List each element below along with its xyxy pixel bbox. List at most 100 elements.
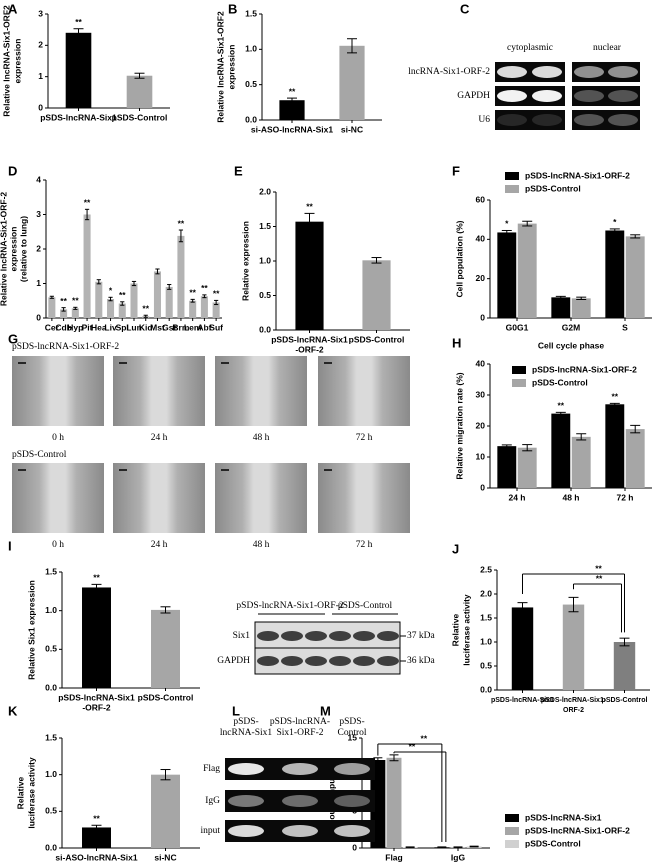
- blot-band: [257, 656, 279, 666]
- bar: [165, 286, 173, 318]
- bar: [60, 309, 68, 318]
- micrograph: [318, 463, 410, 533]
- gel-band: [282, 763, 318, 775]
- y-tick-label: 0: [480, 312, 485, 322]
- y-tick-label: 3: [36, 209, 41, 219]
- significance-label: **: [189, 288, 196, 298]
- x-tick-label: 24 h: [508, 492, 525, 502]
- bar: [189, 300, 197, 318]
- x-axis-label: Cell cycle phase: [538, 340, 604, 350]
- x-tick-label: Liv: [104, 322, 117, 332]
- x-tick-label: pSDS-lncRNA-Six1-: [541, 697, 607, 704]
- bracket-label: **: [596, 573, 603, 583]
- micrograph: [318, 356, 410, 426]
- y-axis-label: luciferase activity: [26, 757, 36, 829]
- y-tick-label: 40: [476, 234, 486, 244]
- gel-band: [282, 795, 318, 807]
- gel-strip: [225, 790, 375, 812]
- column-label: lncRNA-Six1: [220, 728, 273, 738]
- gel-band: [334, 795, 370, 807]
- y-tick-label: 0.5: [259, 290, 271, 300]
- bar: [48, 297, 56, 318]
- bar: [82, 587, 111, 688]
- y-tick-label: 2: [38, 40, 43, 50]
- y-axis-label: expression: [12, 39, 22, 84]
- x-tick-label: ORF-2: [563, 707, 584, 714]
- blot-band: [353, 631, 375, 641]
- bar: [107, 299, 115, 318]
- x-tick-label: pSDS-lncRNA-Six1: [491, 697, 554, 704]
- bar: [625, 429, 645, 488]
- significance-label: **: [557, 401, 564, 411]
- x-tick-label: Hyp: [67, 322, 83, 332]
- size-label: 36 kDa: [407, 656, 435, 666]
- legend-label: pSDS-lncRNA-Six1-ORF-2: [532, 364, 637, 374]
- y-tick-label: 0.5: [245, 79, 257, 89]
- micrograph: [215, 463, 307, 533]
- y-tick-label: 1: [36, 278, 41, 288]
- x-tick-label: Gst: [162, 322, 176, 332]
- gel-band: [608, 114, 638, 126]
- bar: [82, 827, 111, 848]
- panel-letter: B: [228, 1, 237, 16]
- significance-label: **: [201, 283, 208, 293]
- x-tick-label: Pit: [82, 322, 93, 332]
- y-tick-label: 15: [348, 732, 358, 742]
- column-label: cytoplasmic: [507, 43, 553, 53]
- blot-band: [281, 656, 303, 666]
- column-label: pSDS-Control: [338, 601, 393, 611]
- legend-label: pSDS-lncRNA-Six1: [525, 812, 602, 822]
- row-label: GAPDH: [217, 656, 250, 666]
- y-axis-label: Relative lncRNA-Six1-ORF2: [215, 11, 225, 123]
- blot-band: [305, 631, 327, 641]
- row-label: U6: [478, 115, 490, 125]
- y-tick-label: 20: [476, 420, 486, 430]
- legend-swatch: [505, 814, 519, 822]
- panel-letter: D: [8, 163, 17, 178]
- column-label: Control: [337, 728, 366, 738]
- panel-letter: G: [8, 331, 18, 346]
- significance-label: **: [289, 86, 296, 96]
- x-tick-label: 48 h: [562, 492, 579, 502]
- y-tick-label: 0.0: [45, 842, 57, 852]
- row-label: IgG: [205, 796, 220, 806]
- significance-label: **: [178, 218, 185, 228]
- y-axis-label: Relative: [15, 776, 25, 809]
- legend-swatch: [505, 172, 519, 180]
- gel-band: [574, 114, 604, 126]
- panel-letter: J: [452, 541, 459, 556]
- bar: [200, 296, 208, 318]
- y-axis-label: Relative: [450, 613, 460, 646]
- x-tick-label: Lem: [184, 322, 202, 332]
- legend-swatch: [505, 840, 519, 848]
- gel-strip: [495, 110, 565, 130]
- significance-label: **: [213, 289, 220, 299]
- y-tick-label: 0.5: [45, 806, 57, 816]
- column-label: pSDS-lncRNA-: [270, 717, 330, 727]
- significance-label: **: [75, 17, 82, 27]
- significance-label: *: [109, 286, 113, 296]
- y-tick-label: 0.5: [45, 644, 57, 654]
- y-axis-label: Cell population (%): [454, 220, 464, 297]
- bar: [83, 214, 91, 318]
- x-tick-label: IgG: [451, 852, 466, 862]
- x-tick-label: pSDS-lncRNA-Six1: [271, 334, 348, 344]
- bar: [571, 298, 591, 318]
- x-tick-label: pSDS-lncRNA-Six1: [40, 112, 117, 122]
- x-tick-label: si-ASO-lncRNA-Six1: [55, 852, 137, 862]
- x-tick-label: si-NC: [154, 852, 176, 862]
- y-axis-label: Relative migration rate (%): [454, 372, 464, 479]
- y-tick-label: 10: [476, 451, 486, 461]
- row-label: input: [200, 826, 220, 836]
- column-label: pSDS-: [339, 717, 364, 727]
- x-tick-label: Abf: [197, 322, 211, 332]
- x-tick-label: pSDS-Control: [112, 112, 168, 122]
- time-label: 0 h: [52, 433, 64, 443]
- y-tick-label: 4: [36, 174, 41, 184]
- y-tick-label: 2.5: [480, 564, 492, 574]
- bar: [571, 436, 591, 488]
- size-label: 37 kDa: [407, 631, 435, 641]
- y-tick-label: 1.0: [259, 255, 271, 265]
- panel-letter: F: [452, 163, 460, 178]
- y-tick-label: 1.0: [480, 636, 492, 646]
